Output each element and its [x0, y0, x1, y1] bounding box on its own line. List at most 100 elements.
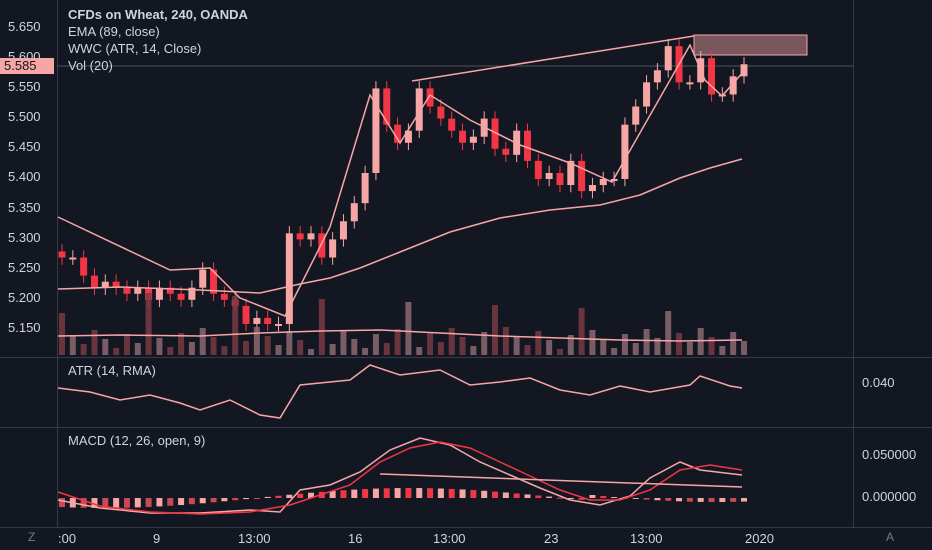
volume-bar [372, 334, 379, 355]
candle-body [220, 293, 228, 300]
macd-hist-bar [730, 498, 737, 502]
macd-hist-bar [589, 494, 596, 498]
volume-bar [611, 348, 618, 355]
macd-hist-bar [102, 498, 109, 508]
macd-hist-bar [492, 491, 499, 498]
volume-bar [416, 347, 423, 355]
macd-hist-bar [91, 498, 98, 508]
zoom-button[interactable]: Z [28, 530, 36, 544]
candle-body [383, 88, 391, 125]
price-axis-left-border [57, 0, 58, 528]
candles-group [58, 38, 748, 332]
volume-bar [286, 331, 293, 355]
candle-body [339, 221, 347, 240]
indicator-volume[interactable]: Vol (20) [68, 58, 113, 73]
volume-bar [589, 330, 596, 355]
trend-line[interactable] [411, 35, 695, 82]
candle-body [578, 160, 586, 192]
volume-bar [405, 302, 412, 355]
volume-bar [665, 311, 672, 355]
volume-bar [340, 330, 347, 355]
macd-histogram [59, 488, 747, 508]
macd-hist-bar [145, 498, 152, 507]
macd-hist-bar [351, 489, 358, 498]
volume-bar [730, 332, 737, 355]
symbol-title[interactable]: CFDs on Wheat, 240, OANDA [68, 7, 248, 22]
volume-bar [567, 335, 574, 355]
volume-bar [80, 344, 87, 355]
candle-body [664, 46, 672, 71]
candle-body [469, 136, 477, 143]
supply-zone-rectangle[interactable] [693, 34, 808, 56]
volume-bar [243, 341, 250, 355]
wave-line [57, 43, 746, 317]
macd-hist-bar [307, 492, 314, 498]
candle-body [166, 287, 174, 294]
price-tick: 5.400 [8, 169, 41, 184]
volume-bar [697, 328, 704, 355]
macd-divergence-line[interactable] [379, 473, 743, 488]
volume-bar [221, 346, 228, 355]
candle-body [415, 88, 423, 131]
candle-body [448, 118, 456, 131]
macd-label[interactable]: MACD (12, 26, open, 9) [68, 433, 206, 448]
macd-hist-bar [167, 498, 174, 506]
indicator-ema[interactable]: EMA (89, close) [68, 24, 160, 39]
volume-bar [329, 344, 336, 355]
macd-hist-bar [253, 498, 260, 499]
macd-hist-bar [470, 490, 477, 498]
volume-bar [394, 329, 401, 355]
candle-body [177, 293, 185, 300]
macd-hist-bar [481, 490, 488, 498]
price-tick: 5.300 [8, 230, 41, 245]
candle-body [80, 257, 88, 276]
atr-label[interactable]: ATR (14, RMA) [68, 363, 156, 378]
macd-hist-bar [708, 498, 715, 502]
candle-body [686, 82, 694, 85]
macd-hist-bar [448, 488, 455, 498]
time-tick: :00 [58, 531, 77, 546]
volume-bar [253, 327, 260, 355]
candle-body [134, 287, 142, 294]
macd-hist-bar [546, 496, 553, 498]
volume-bar [351, 339, 358, 355]
volume-bar [470, 346, 477, 355]
price-tick: 5.250 [8, 260, 41, 275]
price-tick: 5.550 [8, 79, 41, 94]
volume-bar [275, 345, 282, 355]
candle-body [329, 239, 337, 258]
volume-bar [437, 342, 444, 355]
macd-hist-bar [676, 498, 683, 502]
volume-bar [513, 336, 520, 355]
macd-hist-bar [156, 498, 163, 507]
macd-hist-bar [643, 498, 650, 500]
macd-hist-bar [459, 489, 466, 498]
macd-hist-bar [686, 498, 693, 502]
candle-body [101, 281, 109, 288]
candle-body [275, 323, 283, 326]
macd-hist-bar [178, 498, 185, 506]
auto-scale-button[interactable]: A [886, 530, 895, 544]
last-price-badge: 5.585 [0, 58, 54, 74]
macd-hist-bar [394, 488, 401, 498]
macd-hist-bar [188, 498, 195, 505]
candle-body [188, 287, 196, 300]
price-tick: 5.650 [8, 19, 41, 34]
indicator-wwc[interactable]: WWC (ATR, 14, Close) [68, 41, 202, 56]
macd-hist-bar [437, 488, 444, 498]
volume-bar [448, 328, 455, 355]
candle-body [253, 317, 261, 324]
candle-body [69, 257, 77, 260]
candle-body [318, 233, 326, 258]
ema-line [57, 158, 743, 294]
macd-hist-bar [221, 498, 228, 502]
candle-body [708, 58, 716, 95]
candle-body [610, 179, 618, 181]
volume-bar [297, 340, 304, 355]
price-tick: 5.500 [8, 109, 41, 124]
volume-bar [719, 346, 726, 355]
macd-hist-bar [654, 498, 661, 501]
macd-hist-bar [329, 490, 336, 498]
macd-hist-bar [600, 496, 607, 498]
